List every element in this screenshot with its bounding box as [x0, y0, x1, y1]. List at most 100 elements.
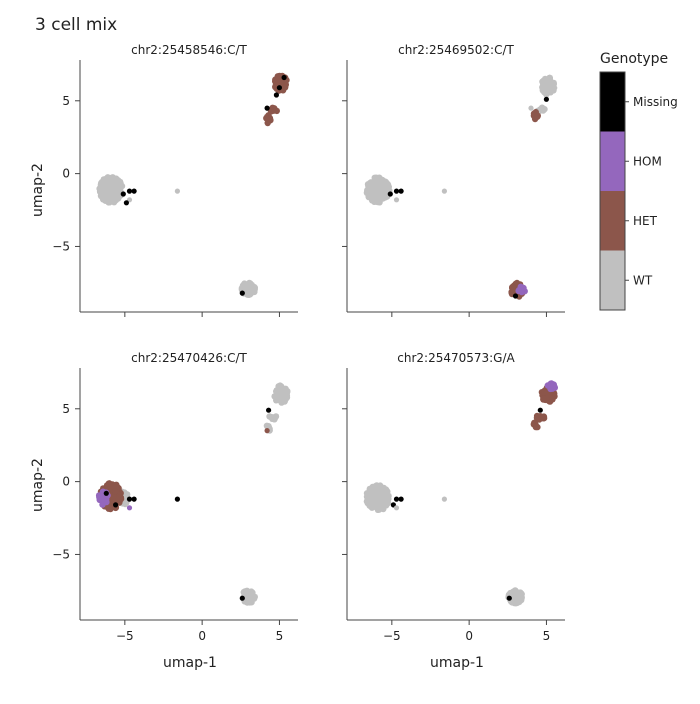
data-point-het: [282, 84, 289, 91]
data-point-wt: [545, 88, 553, 96]
data-point-missing: [512, 293, 519, 299]
scatter-points: [363, 74, 558, 300]
data-point-missing: [266, 407, 272, 413]
data-point-wt: [241, 282, 249, 290]
data-point-het: [549, 395, 556, 402]
data-point-wt: [517, 590, 525, 597]
data-point-missing: [264, 105, 270, 111]
data-point-wt: [393, 505, 400, 511]
data-point-wt: [99, 188, 107, 195]
data-point-wt: [110, 195, 118, 203]
data-point-wt: [374, 506, 382, 513]
data-point-missing: [239, 290, 245, 296]
data-point-missing: [387, 191, 393, 197]
legend-label-hom: HOM: [633, 154, 662, 168]
data-point-het: [105, 480, 112, 487]
data-point-hom: [544, 382, 551, 389]
legend-swatch-wt: [600, 250, 625, 310]
data-point-hom: [520, 284, 527, 292]
y-tick-label: 0: [62, 167, 70, 181]
panel-title: chr2:25470573:G/A: [397, 351, 515, 365]
x-tick-label: 5: [543, 629, 551, 643]
data-point-wt: [248, 281, 255, 289]
scatter-points: [363, 380, 558, 607]
data-point-missing: [120, 191, 126, 197]
data-point-wt: [376, 174, 383, 181]
data-point-wt: [528, 105, 534, 111]
legend-label-missing: Missing: [633, 95, 678, 109]
data-point-wt: [271, 416, 278, 423]
data-point-wt: [368, 502, 375, 510]
legend-border: [599, 71, 626, 311]
data-point-hom: [97, 495, 104, 502]
panel-3: chr2:25470426:C/T −5 0 5 −5 0 5: [52, 351, 298, 643]
genotype-legend: Genotype Missing HOM HET WT: [599, 51, 678, 311]
panel-2: chr2:25469502:C/T: [342, 43, 565, 317]
data-point-missing: [113, 502, 119, 508]
data-point-wt: [384, 496, 392, 503]
data-point-wt: [380, 502, 387, 509]
x-tick-label: 5: [276, 629, 284, 643]
data-point-missing: [393, 496, 400, 502]
data-point-het: [533, 414, 541, 422]
y-tick-label: −5: [52, 239, 70, 253]
data-point-missing: [276, 85, 282, 91]
panel-4: chr2:25470573:G/A −5 0 5: [342, 351, 565, 643]
data-point-missing: [398, 496, 404, 502]
x-tick-label: 0: [465, 629, 473, 643]
data-point-missing: [239, 595, 245, 601]
y-tick-label: 5: [62, 402, 70, 416]
x-axis-label-right: umap-1: [430, 655, 484, 671]
data-point-missing: [537, 407, 543, 413]
y-axis-label-bottom: umap-2: [30, 458, 46, 512]
panels: chr2:25458546:C/T −5 0 5 chr2:25469502:C/T ch…: [52, 43, 565, 643]
data-point-hom: [126, 505, 133, 511]
data-point-missing: [123, 200, 129, 206]
data-point-missing: [398, 188, 404, 194]
data-point-wt: [548, 79, 555, 87]
legend-colorbar: Missing HOM HET WT: [599, 71, 678, 311]
panel-title: chr2:25469502:C/T: [398, 43, 514, 57]
data-point-wt: [365, 193, 372, 200]
data-point-het: [534, 113, 541, 120]
data-point-wt: [374, 486, 381, 493]
legend-title: Genotype: [600, 51, 668, 67]
data-point-wt: [382, 491, 389, 498]
data-point-het: [115, 496, 122, 503]
panel-1: chr2:25458546:C/T −5 0 5: [52, 43, 298, 317]
legend-swatch-hom: [600, 131, 625, 191]
y-tick-label: −5: [52, 547, 70, 561]
data-point-wt: [539, 87, 546, 94]
x-tick-label: −5: [116, 629, 134, 643]
data-point-missing: [103, 490, 109, 496]
y-tick-label: 0: [62, 475, 70, 489]
data-point-missing: [393, 188, 400, 194]
data-point-het: [112, 488, 119, 495]
data-point-wt: [282, 385, 289, 392]
data-point-missing: [506, 595, 512, 601]
data-point-wt: [518, 595, 525, 602]
y-tick-label: 5: [62, 94, 70, 108]
data-point-wt: [382, 193, 389, 200]
data-point-missing: [543, 96, 550, 102]
data-point-wt: [369, 183, 376, 190]
data-point-missing: [273, 92, 279, 98]
data-point-wt: [511, 594, 518, 602]
data-point-wt: [275, 396, 282, 403]
data-point-wt: [281, 391, 289, 398]
data-point-het: [533, 423, 540, 430]
x-tick-label: −5: [383, 629, 401, 643]
data-point-wt: [363, 498, 371, 505]
y-axis-label-top: umap-2: [30, 163, 46, 217]
data-point-wt: [393, 197, 400, 203]
data-point-missing: [281, 74, 287, 81]
panel-title: chr2:25470426:C/T: [131, 351, 247, 365]
data-point-het: [276, 72, 283, 80]
x-tick-label: 0: [198, 629, 206, 643]
legend-label-het: HET: [633, 214, 658, 228]
data-point-het: [540, 413, 548, 420]
data-point-missing: [126, 496, 133, 502]
legend-label-wt: WT: [633, 273, 653, 287]
data-point-wt: [377, 186, 384, 193]
